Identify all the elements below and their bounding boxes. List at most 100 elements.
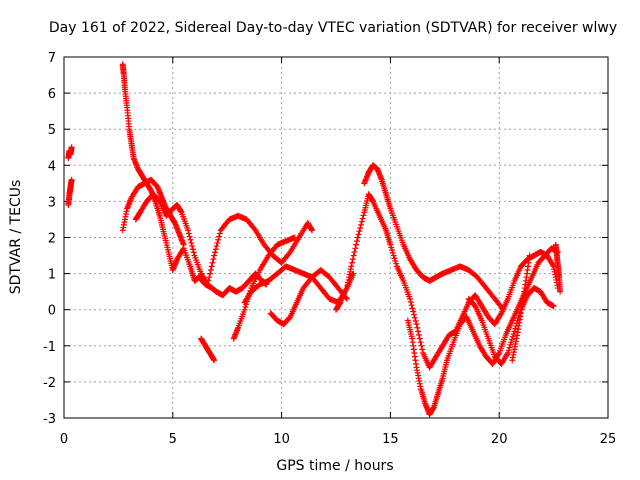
data-point (190, 249, 197, 256)
y-tick-label: 5 (48, 123, 56, 138)
series-seg-e (132, 191, 316, 288)
data-point (388, 244, 395, 251)
data-point (505, 347, 512, 354)
data-point (211, 357, 218, 364)
data-point (549, 262, 556, 269)
data-point (205, 277, 212, 284)
series-seg-c (119, 61, 270, 299)
data-point (352, 245, 359, 252)
data-point (213, 243, 220, 250)
data-point (207, 270, 214, 277)
data-point (68, 144, 75, 151)
data-point (412, 317, 419, 324)
data-point (348, 263, 355, 270)
x-tick-label: 15 (382, 432, 399, 447)
data-point (509, 333, 516, 340)
data-point (349, 259, 356, 266)
y-tick-label: -2 (43, 376, 56, 391)
data-point (418, 342, 425, 349)
data-point (500, 306, 507, 313)
y-axis-label: SDTVAR / TECUs (8, 180, 24, 295)
data-point (416, 335, 423, 342)
data-point (210, 256, 217, 263)
data-point (211, 249, 218, 256)
axis-ticks: 0 5 10 15 20 25 -3 -2 -1 0 1 2 3 4 5 6 7 (43, 51, 616, 447)
data-point (309, 227, 316, 234)
data-point (497, 311, 504, 318)
data-point (185, 230, 192, 237)
data-point (387, 241, 394, 248)
y-tick-label: 2 (48, 232, 56, 247)
y-tick-label: 7 (48, 51, 56, 66)
data-point (389, 247, 396, 254)
data-point (216, 230, 223, 237)
y-tick-label: 0 (48, 304, 56, 319)
data-point (242, 303, 249, 310)
series-seg-n (509, 252, 533, 364)
data-point (189, 246, 196, 253)
data-point (180, 241, 187, 248)
data-point (351, 248, 358, 255)
y-tick-label: 6 (48, 87, 56, 102)
y-tick-label: 3 (48, 195, 56, 210)
data-point (208, 263, 215, 270)
data-point (526, 252, 533, 259)
data-point (557, 288, 564, 295)
data-point (216, 233, 223, 240)
data-point (356, 228, 363, 235)
series-seg-k (361, 162, 507, 313)
data-point (413, 321, 420, 328)
data-point (291, 234, 298, 241)
data-point (410, 308, 417, 315)
data-point (357, 225, 364, 232)
y-tick-label: -1 (43, 340, 56, 355)
data-point (207, 266, 214, 273)
data-point (415, 331, 422, 338)
data-point (286, 250, 293, 257)
data-point (550, 303, 557, 310)
data-point (360, 212, 367, 219)
data-point (353, 238, 360, 245)
data-point (411, 311, 418, 318)
data-point (186, 233, 193, 240)
series-seg-a (65, 144, 75, 162)
data-point (350, 270, 357, 277)
data-point (417, 339, 424, 346)
data-point (214, 239, 221, 246)
data-points (65, 61, 564, 418)
data-point (407, 299, 414, 306)
data-point (68, 176, 75, 183)
data-point (251, 225, 258, 232)
y-tick-label: -3 (43, 412, 56, 427)
x-tick-label: 25 (600, 432, 617, 447)
data-point (355, 231, 362, 238)
series-seg-f (198, 335, 218, 364)
data-point (212, 246, 219, 253)
data-point (209, 259, 216, 266)
series-seg-d (119, 176, 187, 248)
data-point (408, 302, 415, 309)
y-tick-label: 4 (48, 159, 56, 174)
data-point (359, 215, 366, 222)
data-point (508, 336, 515, 343)
data-point (204, 281, 211, 288)
data-point (499, 305, 506, 312)
data-point (508, 339, 515, 346)
series-seg-b (65, 176, 75, 209)
data-point (353, 241, 360, 248)
data-point (406, 295, 413, 302)
data-point (506, 344, 513, 351)
data-point (510, 331, 517, 338)
series-seg-o (552, 241, 564, 295)
x-tick-label: 0 (60, 432, 68, 447)
plot-frame (63, 56, 609, 419)
y-tick-label: 1 (48, 268, 56, 283)
data-point (354, 234, 361, 241)
data-point (409, 305, 416, 312)
data-point (349, 256, 356, 263)
data-point (411, 314, 418, 321)
data-point (504, 350, 511, 357)
data-point (241, 306, 248, 313)
x-tick-label: 20 (491, 432, 508, 447)
